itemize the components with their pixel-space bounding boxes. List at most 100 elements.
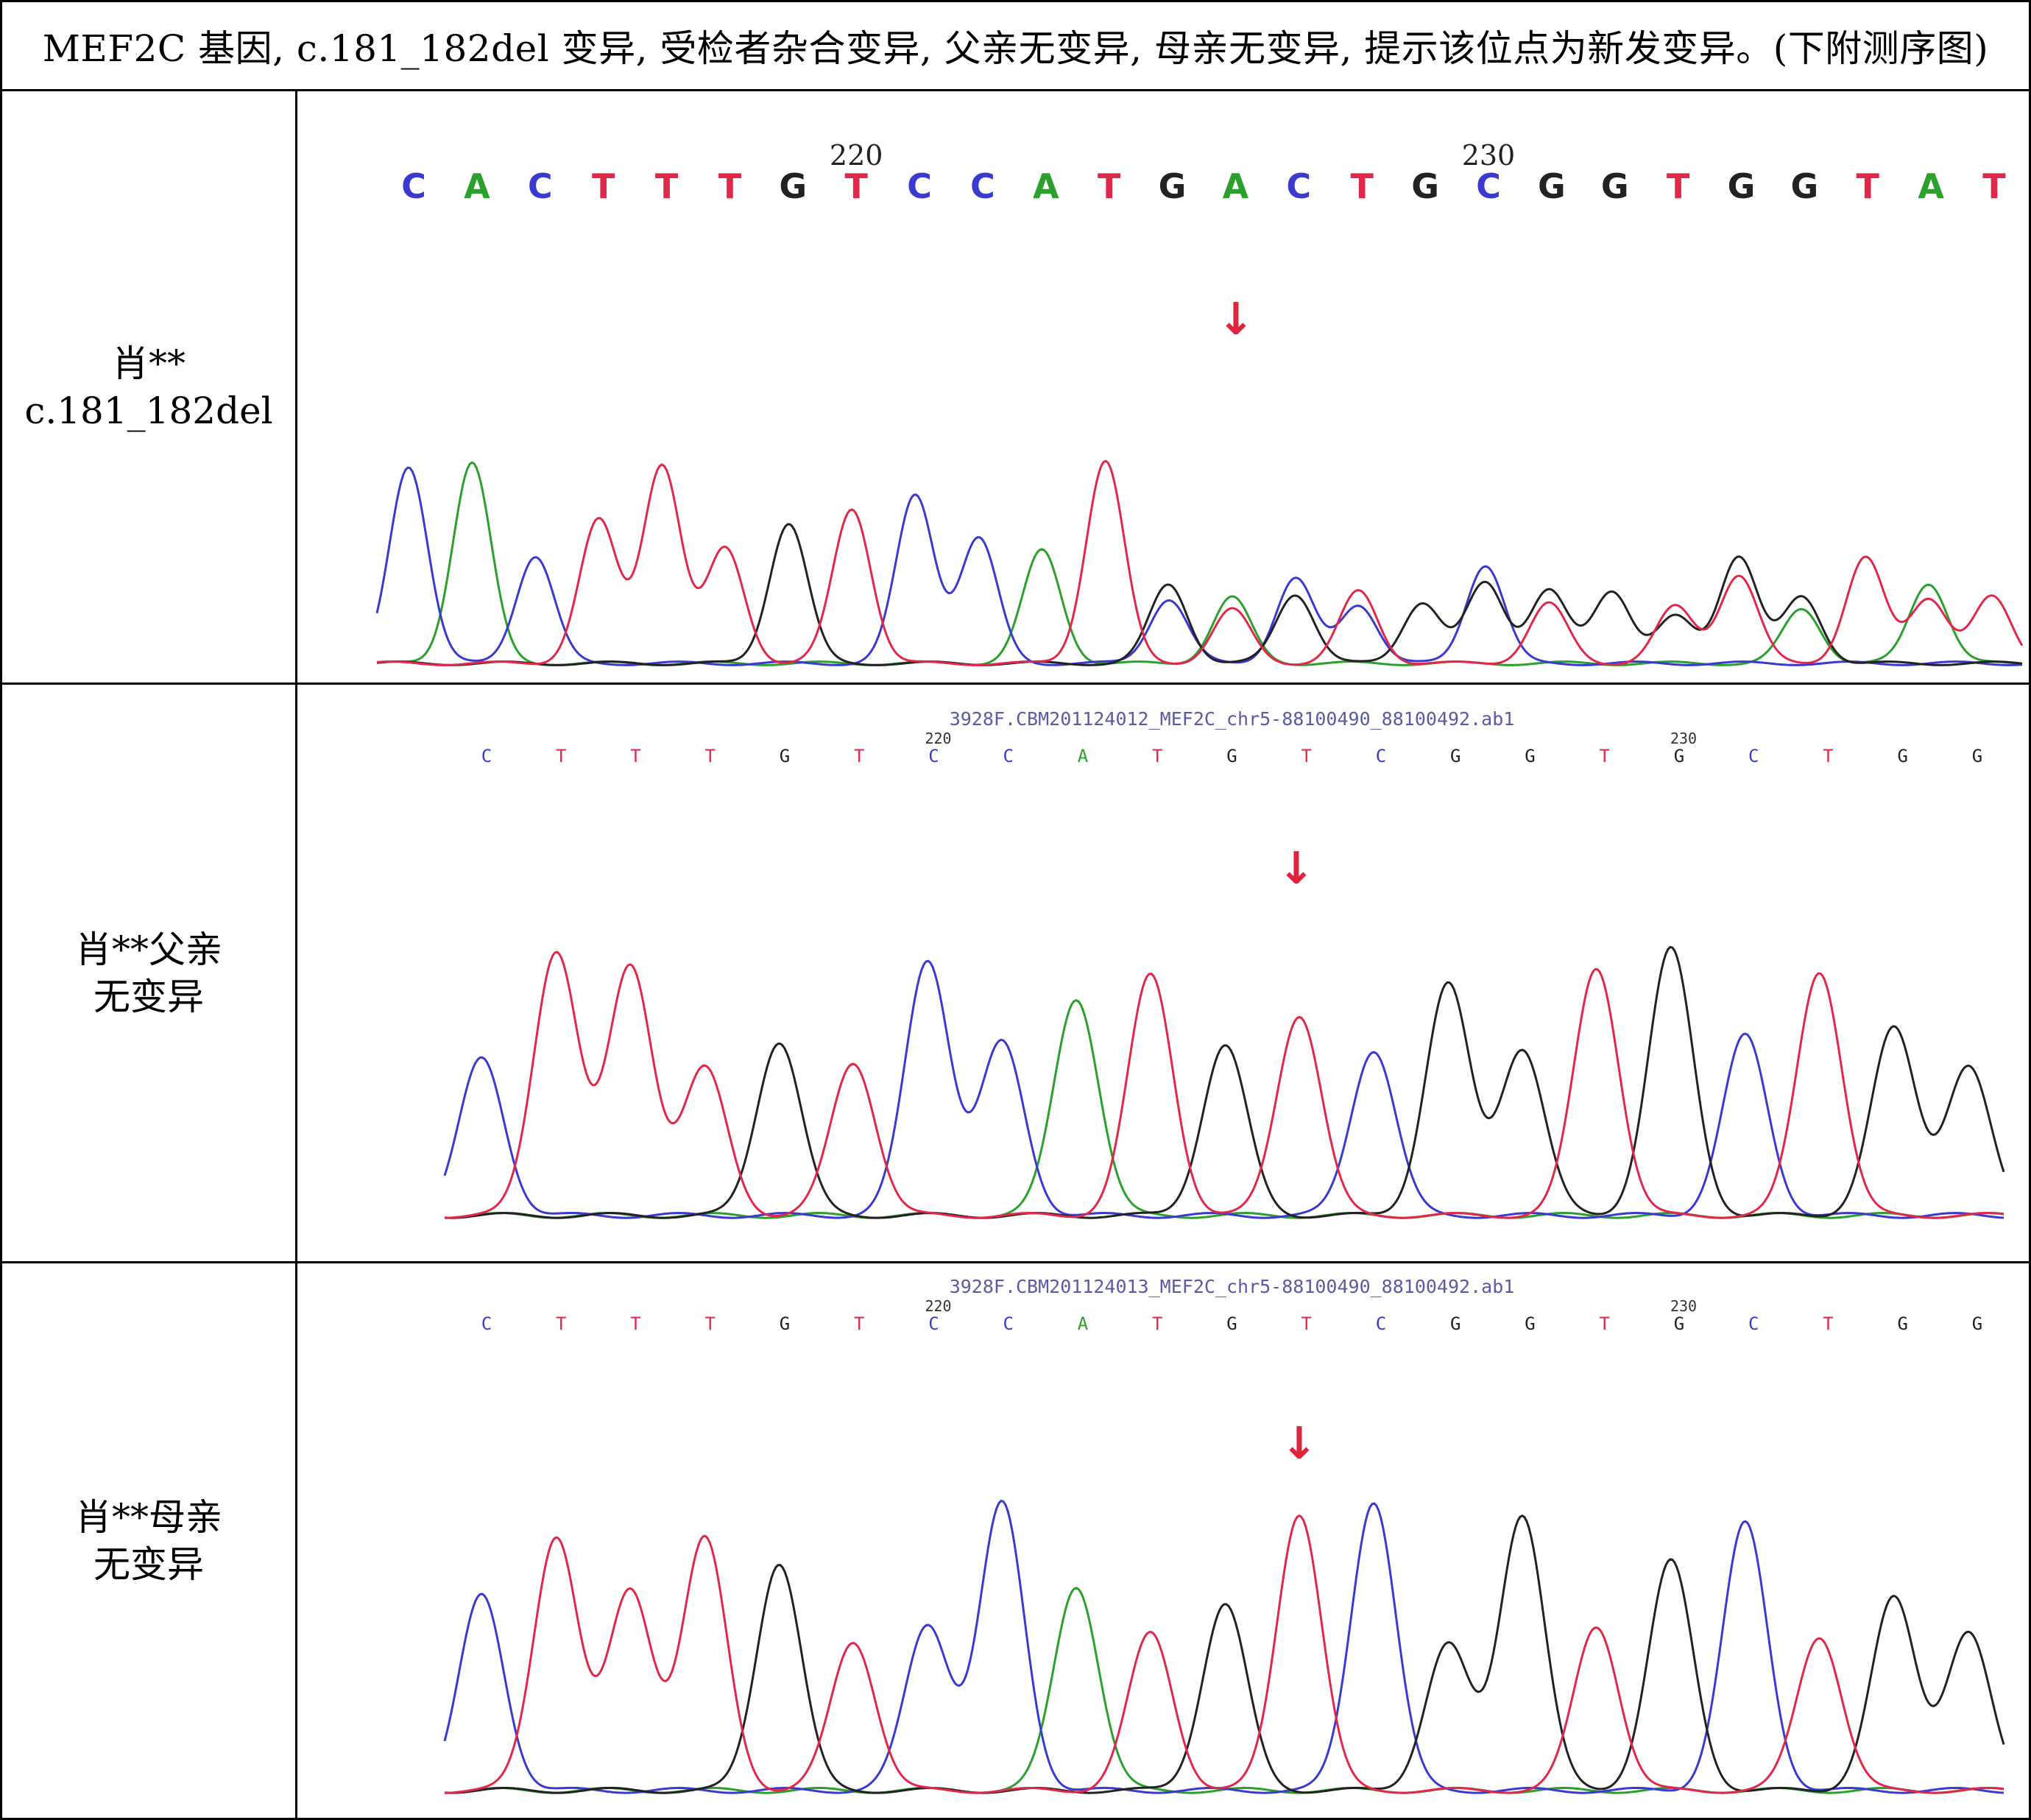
base-call: G xyxy=(1226,746,1237,766)
chromatogram: 3928F.CBM201124013_MEF2C_chr5-88100490_8… xyxy=(443,1276,2005,1794)
trace-G xyxy=(376,523,2023,666)
base-call: G xyxy=(1674,746,1684,766)
caption-text: MEF2C 基因, c.181_182del 变异, 受检者杂合变异, 父亲无变… xyxy=(42,27,1989,70)
base-call: C xyxy=(1003,1313,1014,1334)
file-name: 3928F.CBM201124013_MEF2C_chr5-88100490_8… xyxy=(950,1276,1515,1297)
base-call: G xyxy=(779,166,807,206)
trace-T xyxy=(376,459,2024,666)
base-call: T xyxy=(1098,166,1121,206)
base-call: C xyxy=(481,1313,492,1334)
base-call: C xyxy=(528,166,553,206)
position-label: 230 xyxy=(1670,1297,1697,1315)
base-call: T xyxy=(718,166,742,206)
file-name: 3928F.CBM201124012_MEF2C_chr5-88100490_8… xyxy=(950,708,1515,730)
result-label: 无变异 xyxy=(93,975,204,1018)
base-call: A xyxy=(1033,166,1059,206)
base-call: T xyxy=(1152,746,1162,766)
base-call: G xyxy=(1790,166,1818,206)
sample-label: 肖**父亲 无变异 xyxy=(75,926,222,1020)
chromatogram: 3928F.CBM201124012_MEF2C_chr5-88100490_8… xyxy=(443,708,2005,1219)
base-call: C xyxy=(928,746,939,766)
base-call: T xyxy=(854,1313,864,1334)
sample-name: 肖** xyxy=(111,342,186,385)
trace-G xyxy=(444,945,2005,1219)
mother-row: 肖**母亲 无变异 3928F.CBM201124013_MEF2C_chr5-… xyxy=(2,1263,2029,1818)
base-call: G xyxy=(1450,746,1460,766)
base-call: G xyxy=(1525,746,1535,766)
base-call: G xyxy=(1226,1313,1237,1334)
base-call: G xyxy=(1525,1313,1535,1334)
chromatogram-cell: C A C T T T G T C C A T G A C T G C G G T G G T A T 220 230 ↓ xyxy=(297,91,2029,682)
base-call: T xyxy=(1667,166,1690,206)
base-call: T xyxy=(630,746,640,766)
base-call: C xyxy=(481,746,492,766)
base-call: T xyxy=(1823,746,1833,766)
base-call: T xyxy=(854,746,864,766)
base-call: T xyxy=(1301,1313,1312,1334)
trace-C xyxy=(443,959,2004,1219)
base-call: T xyxy=(1982,166,2006,206)
base-call: A xyxy=(1918,166,1944,206)
position-label: 220 xyxy=(925,1297,951,1315)
base-call: C xyxy=(1476,166,1501,206)
father-row: 肖**父亲 无变异 3928F.CBM201124012_MEF2C_chr5-… xyxy=(2,685,2029,1263)
base-call: T xyxy=(1600,746,1610,766)
sample-label-cell: 肖** c.181_182del xyxy=(2,91,297,682)
base-call: C xyxy=(1003,746,1014,766)
trace-A xyxy=(376,461,2023,666)
base-call: T xyxy=(1823,1313,1833,1334)
base-call: A xyxy=(1078,746,1089,766)
base-call: C xyxy=(1376,746,1386,766)
base-call: A xyxy=(1223,166,1249,206)
base-call: G xyxy=(1159,166,1187,206)
base-call: T xyxy=(1857,166,1880,206)
base-call: T xyxy=(1301,746,1312,766)
base-call: C xyxy=(1748,746,1759,766)
base-call: G xyxy=(1450,1313,1460,1334)
base-call: C xyxy=(928,1313,939,1334)
base-call: G xyxy=(1538,166,1566,206)
base-call: C xyxy=(1376,1313,1386,1334)
base-call: G xyxy=(1898,1313,1908,1334)
base-call: T xyxy=(1351,166,1374,206)
base-call: T xyxy=(655,166,679,206)
sample-label: 肖** c.181_182del xyxy=(24,340,272,434)
trace-C xyxy=(375,466,2023,666)
base-call: T xyxy=(556,746,566,766)
base-call: T xyxy=(1600,1313,1610,1334)
trace-T xyxy=(444,1514,2004,1794)
base-call: G xyxy=(1728,166,1756,206)
base-call: T xyxy=(1152,1313,1162,1334)
sample-label: 肖**母亲 无变异 xyxy=(75,1494,222,1588)
variant-label: c.181_182del xyxy=(24,389,273,432)
base-call: C xyxy=(1286,166,1311,206)
chromatogram-cell: 3928F.CBM201124012_MEF2C_chr5-88100490_8… xyxy=(297,685,2029,1261)
base-call: G xyxy=(1411,166,1439,206)
base-call: G xyxy=(1972,1313,1982,1334)
sample-label-cell: 肖**母亲 无变异 xyxy=(2,1263,297,1818)
sample-label-cell: 肖**父亲 无变异 xyxy=(2,685,297,1261)
sample-name: 肖**母亲 xyxy=(75,1495,222,1539)
trace-A xyxy=(444,1587,2004,1794)
base-call: C xyxy=(970,166,995,206)
base-call: G xyxy=(1674,1313,1684,1334)
mutation-arrow: ↓ xyxy=(1278,843,1315,895)
base-call: A xyxy=(464,166,490,206)
base-call: T xyxy=(592,166,615,206)
base-call: T xyxy=(630,1313,640,1334)
base-call: T xyxy=(705,746,716,766)
base-call: G xyxy=(780,1313,790,1334)
chromatogram-cell: 3928F.CBM201124013_MEF2C_chr5-88100490_8… xyxy=(297,1263,2029,1818)
base-call: T xyxy=(556,1313,566,1334)
base-call: T xyxy=(844,166,868,206)
base-call: C xyxy=(1748,1313,1759,1334)
base-call: G xyxy=(1972,746,1982,766)
base-call: A xyxy=(1078,1313,1089,1334)
trace-T xyxy=(444,950,2004,1219)
base-call: G xyxy=(1898,746,1908,766)
mutation-arrow: ↓ xyxy=(1218,294,1254,345)
base-call: T xyxy=(705,1313,716,1334)
